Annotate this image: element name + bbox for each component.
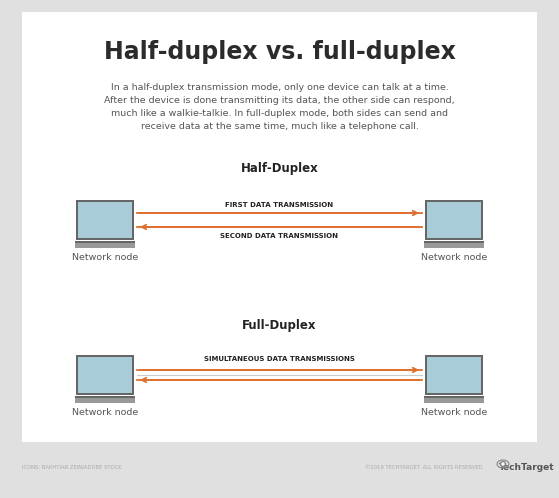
FancyBboxPatch shape	[427, 357, 481, 393]
FancyBboxPatch shape	[76, 355, 134, 395]
FancyBboxPatch shape	[78, 357, 132, 393]
FancyBboxPatch shape	[76, 200, 134, 240]
FancyBboxPatch shape	[424, 241, 484, 243]
FancyBboxPatch shape	[78, 202, 132, 238]
Text: In a half-duplex transmission mode, only one device can talk at a time.
After th: In a half-duplex transmission mode, only…	[104, 83, 455, 131]
Text: Network node: Network node	[421, 408, 487, 417]
FancyBboxPatch shape	[424, 241, 484, 248]
FancyBboxPatch shape	[75, 396, 135, 403]
Circle shape	[500, 462, 505, 467]
Text: Network node: Network node	[72, 408, 138, 417]
Text: TechTarget: TechTarget	[499, 463, 555, 472]
FancyBboxPatch shape	[75, 241, 135, 243]
FancyBboxPatch shape	[425, 200, 483, 240]
FancyBboxPatch shape	[424, 396, 484, 398]
Text: Network node: Network node	[72, 253, 138, 262]
Text: Network node: Network node	[421, 253, 487, 262]
Circle shape	[502, 463, 504, 465]
Text: SIMULTANEOUS DATA TRANSMISSIONS: SIMULTANEOUS DATA TRANSMISSIONS	[204, 356, 355, 362]
Text: FIRST DATA TRANSMISSION: FIRST DATA TRANSMISSION	[225, 202, 334, 208]
Text: SECOND DATA TRANSMISSION: SECOND DATA TRANSMISSION	[220, 233, 339, 239]
FancyBboxPatch shape	[427, 202, 481, 238]
Text: Half-Duplex: Half-Duplex	[240, 161, 319, 174]
Text: Full-Duplex: Full-Duplex	[242, 319, 317, 332]
FancyBboxPatch shape	[425, 355, 483, 395]
FancyBboxPatch shape	[75, 396, 135, 398]
Text: Half-duplex vs. full-duplex: Half-duplex vs. full-duplex	[103, 40, 456, 64]
FancyBboxPatch shape	[424, 396, 484, 403]
FancyBboxPatch shape	[75, 241, 135, 248]
Text: ICONS: BAKHTIAR ZEIN/ADOBE STOCK: ICONS: BAKHTIAR ZEIN/ADOBE STOCK	[22, 465, 122, 470]
FancyBboxPatch shape	[0, 445, 559, 498]
Text: ©2019 TECHTARGET. ALL RIGHTS RESERVED: ©2019 TECHTARGET. ALL RIGHTS RESERVED	[365, 465, 482, 470]
FancyBboxPatch shape	[22, 12, 537, 442]
